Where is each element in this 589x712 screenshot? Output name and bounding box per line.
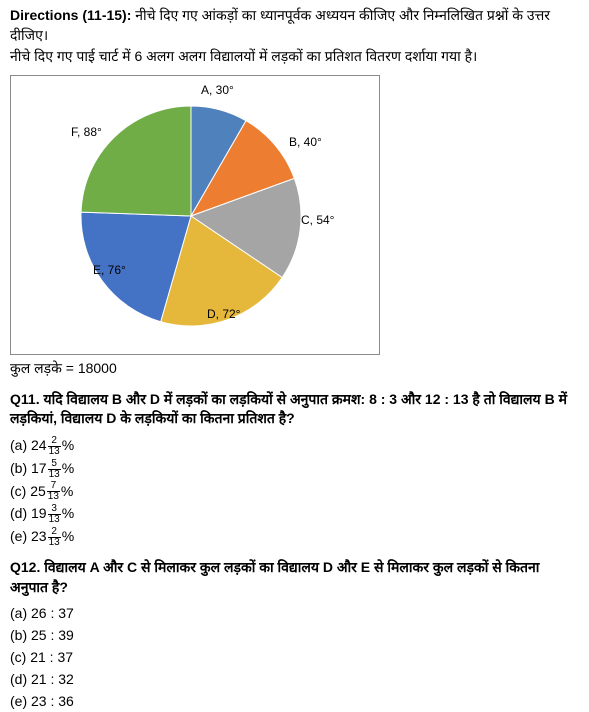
directions-label: Directions (11-15):: [10, 7, 131, 23]
pie-label-B: B, 40°: [289, 135, 322, 149]
q11-option-1: (b) 17513%: [10, 458, 579, 480]
pie-label-F: F, 88°: [71, 125, 102, 139]
q11-heading: Q11. यदि विद्यालय B और D में लड़कों का ल…: [10, 390, 579, 429]
q11-option-3: (d) 19313%: [10, 503, 579, 525]
pie-label-E: E, 76°: [93, 263, 126, 277]
pie-label-C: C, 54°: [301, 213, 335, 227]
q11-option-2: (c) 25713%: [10, 481, 579, 503]
pie-chart-container: A, 30° B, 40° C, 54° D, 72° E, 76° F, 88°: [10, 75, 380, 355]
q12-option-1: (b) 25 : 39: [10, 625, 579, 646]
q12-options: (a) 26 : 37(b) 25 : 39(c) 21 : 37(d) 21 …: [10, 603, 579, 712]
directions-block: Directions (11-15): नीचे दिए गए आंकड़ों …: [10, 6, 579, 45]
subheading: नीचे दिए गए पाई चार्ट में 6 अलग अलग विद्…: [10, 47, 579, 67]
q12-option-2: (c) 21 : 37: [10, 647, 579, 668]
total-boys: कुल लड़के = 18000: [10, 359, 579, 378]
q12-heading: Q12. विद्यालय A और C से मिलाकर कुल लड़को…: [10, 558, 579, 597]
q12-option-0: (a) 26 : 37: [10, 603, 579, 624]
pie-label-A: A, 30°: [201, 83, 234, 97]
q12-option-3: (d) 21 : 32: [10, 669, 579, 690]
q11-options: (a) 24213%(b) 17513%(c) 25713%(d) 19313%…: [10, 435, 579, 548]
q11-option-4: (e) 23213%: [10, 526, 579, 548]
pie-slice-F: [81, 106, 191, 216]
q11-option-0: (a) 24213%: [10, 435, 579, 457]
q12-option-4: (e) 23 : 36: [10, 691, 579, 712]
pie-chart: A, 30° B, 40° C, 54° D, 72° E, 76° F, 88°: [11, 76, 379, 354]
pie-label-D: D, 72°: [207, 307, 241, 321]
